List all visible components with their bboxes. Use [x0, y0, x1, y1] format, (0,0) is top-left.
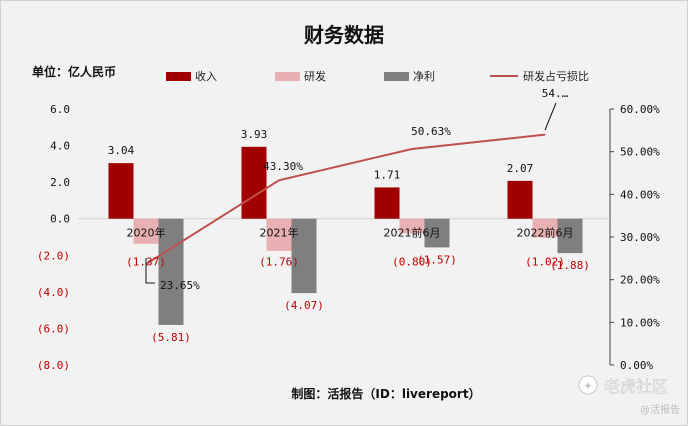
- category-labels: 2020年 2021年 2021前6月 2022前6月: [127, 226, 574, 240]
- legend-label: 研发: [304, 69, 326, 83]
- ratio-leader-line: [145, 258, 155, 284]
- ratio-leader-line: [544, 102, 557, 131]
- y2-tick-label: 30.00%: [620, 231, 660, 244]
- bar-net-profit: [291, 218, 317, 294]
- category-label: 2020年: [127, 226, 166, 240]
- ratio-data-label: 43.30%: [263, 160, 303, 173]
- bar-data-label: 2.07: [507, 162, 534, 175]
- bar-data-label: 1.71: [374, 168, 401, 181]
- bar-data-label: (4.07): [284, 299, 324, 312]
- y-axis-left: 6.0 4.0 2.0 0.0 (2.0) (4.0) (6.0) (8.0): [37, 103, 70, 372]
- bar-revenue: [507, 180, 533, 219]
- bar-data-label: (1.88): [550, 259, 590, 272]
- bar-rnd: [532, 218, 558, 238]
- bar-data-label: (1.37): [126, 256, 166, 269]
- y-tick-label: (4.0): [37, 286, 70, 299]
- credit-text: 制图：活报告（ID：livereport）: [291, 386, 480, 401]
- bar-rnd: [399, 218, 425, 234]
- y-tick-label: 0.0: [50, 213, 70, 226]
- y-tick-label: (8.0): [37, 359, 70, 372]
- legend-label: 研发占亏损比: [523, 69, 589, 83]
- bar-data-label: 3.93: [241, 128, 268, 141]
- bar-net-profit: [557, 218, 583, 254]
- bars-group: [78, 146, 610, 325]
- legend-swatch: [275, 72, 300, 81]
- y-tick-label: (6.0): [37, 322, 70, 335]
- ratio-data-label: 54.…: [542, 87, 569, 100]
- ratio-data-label: 50.63%: [411, 125, 451, 138]
- ratio-line: [145, 133, 546, 265]
- ratio-line-group: 23.65% 43.30% 50.63% 54.…: [145, 87, 569, 292]
- legend-label: 收入: [195, 69, 217, 83]
- watermark-brand: 老虎社区: [604, 377, 668, 396]
- ratio-point: [411, 148, 413, 150]
- unit-label: 单位：亿人民币: [32, 64, 116, 79]
- legend: 收入 研发 净利 研发占亏损比: [166, 69, 589, 83]
- bar-rnd: [133, 218, 159, 244]
- ratio-point: [544, 134, 546, 136]
- bar-labels: 3.04 3.93 1.71 2.07 (1.37) (1.76) (0.80) (1.02)…: [108, 128, 590, 344]
- y-tick-label: (2.0): [37, 249, 70, 262]
- bar-net-profit: [424, 218, 450, 248]
- legend-swatch: [384, 72, 409, 81]
- y2-tick-label: 40.00%: [620, 188, 660, 201]
- y2-tick-label: 50.00%: [620, 146, 660, 159]
- category-label: 2021前6月: [384, 226, 441, 240]
- y2-tick-label: 20.00%: [620, 274, 660, 287]
- bar-data-label: 3.04: [108, 144, 135, 157]
- ratio-point: [278, 179, 280, 181]
- category-label: 2022前6月: [517, 226, 574, 240]
- y-tick-label: 2.0: [50, 176, 70, 189]
- y-tick-label: 6.0: [50, 103, 70, 116]
- category-label: 2021年: [260, 226, 299, 240]
- bar-data-label: (1.02): [525, 256, 565, 269]
- y2-tick-label: 10.00%: [620, 316, 660, 329]
- y-axis-right: 60.00% 50.00% 40.00% 30.00% 20.00% 10.00% 0.00…: [609, 103, 660, 372]
- bar-net-profit: [158, 218, 184, 325]
- bar-revenue: [241, 146, 267, 219]
- bar-data-label: (5.81): [151, 331, 191, 344]
- bar-data-label: (1.57): [417, 253, 457, 266]
- watermark-icon: ✦: [578, 375, 598, 395]
- y2-tick-label: 60.00%: [620, 103, 660, 116]
- chart-title: 财务数据: [304, 23, 384, 47]
- bar-revenue: [108, 163, 134, 219]
- bar-data-label: (0.80): [392, 256, 432, 269]
- bar-revenue: [374, 187, 400, 219]
- bar-rnd: [266, 218, 292, 251]
- ratio-data-label: 23.65%: [160, 279, 200, 292]
- svg-text:✦: ✦: [583, 379, 593, 393]
- watermark-handle: @活报告: [640, 403, 680, 416]
- bar-data-label: (1.76): [259, 256, 299, 269]
- legend-label: 净利: [413, 69, 435, 83]
- legend-swatch: [166, 72, 191, 81]
- y2-tick-label: 0.00%: [620, 359, 653, 372]
- y-tick-label: 4.0: [50, 140, 70, 153]
